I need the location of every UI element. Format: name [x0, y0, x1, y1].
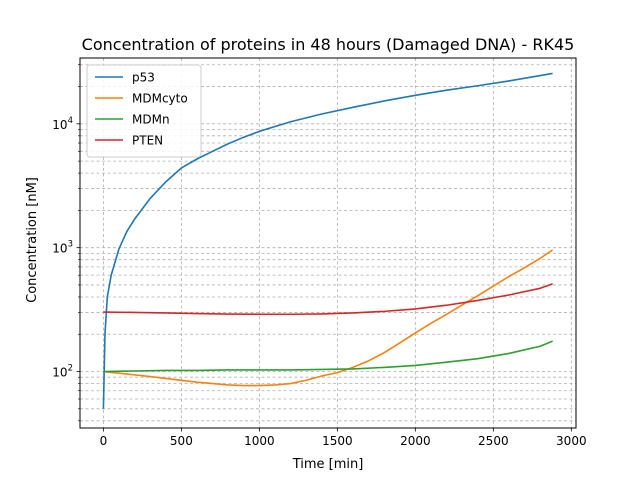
plot-frame [79, 57, 577, 429]
series-line-pten [103, 283, 553, 316]
y-tick-label: 103 [52, 240, 73, 256]
legend-label-mdmn: MDMn [132, 113, 170, 127]
x-tick-label: 2000 [400, 434, 431, 448]
series-line-mdmcyto [103, 249, 554, 387]
x-tick-label: 500 [170, 434, 193, 448]
chart-title: Concentration of proteins in 48 hours (D… [82, 35, 575, 54]
legend: p53 MDMcyto MDMn PTEN [86, 64, 202, 158]
x-tick-label: 0 [100, 434, 108, 448]
axis-ticks: 0 500 1000 1500 2000 2500 3000 102 103 104 [52, 64, 587, 448]
x-tick-label: 2500 [478, 434, 509, 448]
y-tick-label: 104 [52, 116, 73, 132]
series-lines [102, 72, 554, 409]
legend-label-mdmcyto: MDMcyto [132, 92, 188, 106]
y-tick-label: 102 [52, 364, 73, 380]
x-tick-label: 1000 [244, 434, 275, 448]
legend-label-p53: p53 [132, 71, 155, 85]
legend-box [86, 64, 202, 158]
x-tick-label: 1500 [322, 434, 353, 448]
y-axis-label: Concentration [nM] [25, 177, 40, 303]
x-axis-label: Time [min] [292, 457, 364, 472]
series-line-p53 [102, 72, 553, 409]
series-line-mdmn [103, 340, 553, 373]
x-tick-label: 3000 [556, 434, 587, 448]
legend-label-pten: PTEN [132, 134, 163, 148]
